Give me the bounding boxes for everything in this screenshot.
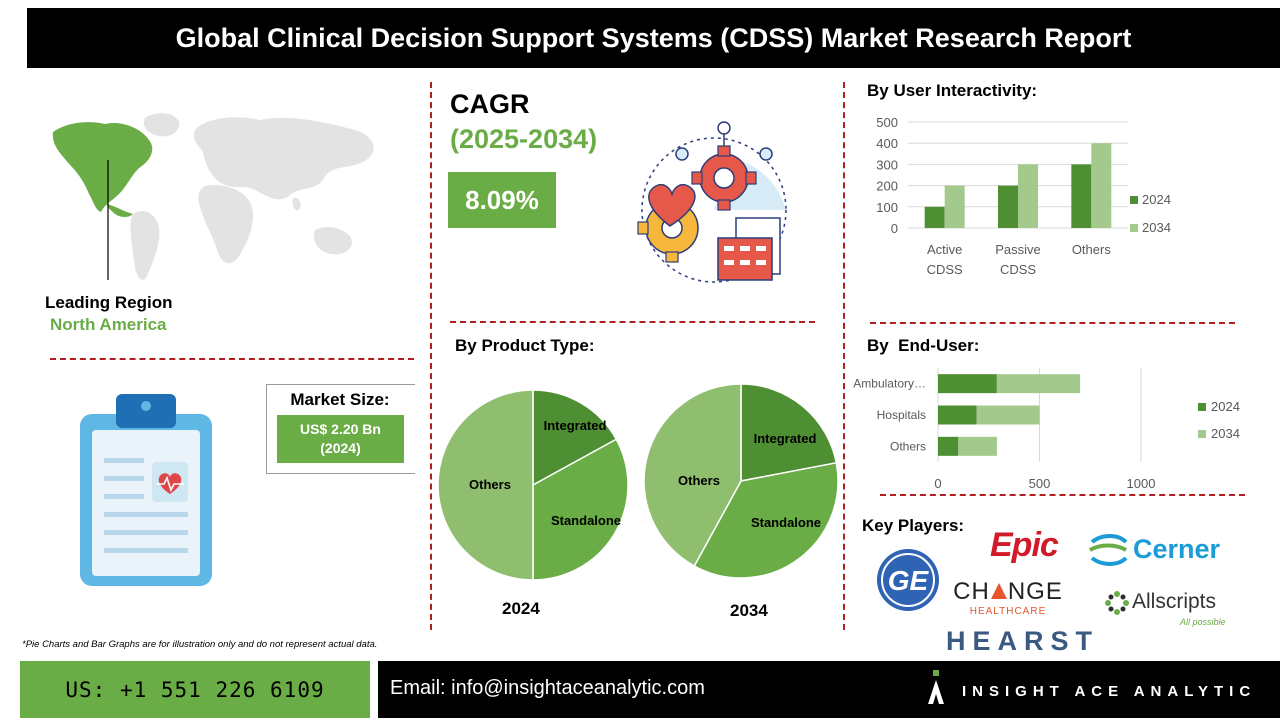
y-tick-label: 200 [876,179,898,194]
x-tick-label: CDSS [927,262,963,277]
legend-label: 2034 [1211,426,1240,441]
bar-2024 [1071,164,1092,228]
change-logo-text-a: CH [953,578,990,605]
epic-logo: Epic [990,526,1059,564]
cagr-label: CAGR [450,89,530,119]
allscripts-logo: Allscripts [1132,590,1217,613]
x-tick-label: Passive [995,242,1041,257]
y-tick-label: 300 [876,157,898,172]
pie-2024-year: 2024 [502,599,540,618]
y-tick-label: 100 [876,200,898,215]
pie-label: Standalone [551,513,621,528]
cagr-period: (2025-2034) [450,124,598,154]
footer-email[interactable]: Email: info@insightaceanalytic.com [390,677,705,699]
pie-label: Integrated [754,431,817,446]
insight-ace-logo-icon [928,670,944,704]
pie-slice-others [437,389,534,581]
pie-slice-standalone [532,438,629,581]
footer-bar [378,661,1280,718]
pie-2034-year: 2034 [730,601,768,620]
user-interactivity-title: By User Interactivity: [867,81,1038,100]
leading-region-label: Leading Region [45,293,173,312]
pie-label: Others [678,473,720,488]
product-type-title: By Product Type: [455,336,595,355]
bar-2024 [938,405,977,425]
divider-interactivity [870,322,1235,324]
bar-2024 [998,185,1018,228]
bar-2034 [1018,164,1038,228]
change-healthcare-logo: CH NGE HEALTHCARE [952,578,1064,617]
cagr-value: 8.09% [448,172,556,228]
pie-label: Standalone [751,515,821,530]
pie-slice-standalone [693,461,839,579]
y-tick-label: Others [890,439,926,453]
gear-heart-icon [637,121,787,283]
user-interactivity-chart: 0 100 200 300 400 500 Active CDSS Passive CDSS Oth… [876,115,1171,277]
bar-2034 [1091,143,1112,228]
clipboard-icon [80,394,212,586]
allscripts-icon [1105,591,1129,615]
pie-slice-others [643,383,742,568]
y-tick-label: 500 [876,115,898,130]
bar-2024 [938,374,997,394]
ge-logo: GE [877,549,939,611]
ge-logo-text: GE [888,565,930,596]
market-size-value: US$ 2.20 Bn [300,421,381,437]
change-logo-subtext: HEALTHCARE [969,606,1047,617]
divider-vertical-left [430,82,432,630]
divider-enduser [880,494,1245,496]
market-size-label: Market Size: [290,390,390,409]
divider-vertical-right [843,82,845,630]
legend-label: 2034 [1142,220,1171,235]
x-tick-label: 1000 [1127,476,1156,491]
x-tick-label: CDSS [1000,262,1036,277]
x-tick-label: 500 [1029,476,1051,491]
leading-region-value: North America [50,315,167,334]
pie-label: Integrated [544,418,607,433]
cerner-logo: Cerner [1133,534,1221,564]
report-title: Global Clinical Decision Support Systems… [27,8,1280,68]
footer-brand: INSIGHT ACE ANALYTIC [962,683,1257,700]
disclaimer: *Pie Charts and Bar Graphs are for illus… [22,639,378,650]
world-map [52,113,374,280]
product-type-pie-2034: Integrated Standalone Others [643,383,839,579]
y-tick-label: 0 [891,221,898,236]
bar-2024 [924,206,945,228]
x-tick-label: Others [1072,242,1112,257]
allscripts-tagline: All possible [1180,617,1226,627]
end-user-chart: 0 500 1000 Ambulatory… Hospitals Others 2024 20… [853,368,1240,491]
cerner-swoosh-icon [1088,534,1128,566]
bar-2034 [958,436,997,456]
end-user-title: By End-User: [867,336,980,355]
product-type-pie-2024: Integrated Standalone Others [437,389,629,581]
footer-phone[interactable]: US: +1 551 226 6109 [20,661,370,718]
bar-2034 [996,374,1081,394]
pie-label: Others [469,477,511,492]
legend-swatch [1130,196,1138,204]
bar-2024 [938,436,959,456]
pie-slice-integrated [532,389,618,487]
legend-label: 2024 [1142,192,1171,207]
market-size-box: US$ 2.20 Bn (2024) [277,415,404,463]
pie-slice-integrated [740,383,838,482]
market-size-year: (2024) [320,440,361,456]
legend-swatch [1198,430,1206,438]
y-tick-label: Ambulatory… [853,377,926,391]
legend-swatch [1198,403,1206,411]
bar-2034 [944,185,965,228]
x-tick-label: Active [927,242,962,257]
legend-label: 2024 [1211,399,1240,414]
change-logo-text-b: NGE [1007,578,1063,605]
divider-cagr [450,321,815,323]
key-players-title: Key Players: [862,516,965,535]
divider-region [50,358,414,360]
y-tick-label: 400 [876,136,898,151]
hearst-logo: HEARST [946,626,1100,656]
y-tick-label: Hospitals [877,408,926,422]
change-triangle-icon [990,583,1007,599]
x-tick-label: 0 [934,476,941,491]
legend-swatch [1130,224,1138,232]
market-size-frame [266,384,415,474]
bar-2034 [976,405,1040,425]
